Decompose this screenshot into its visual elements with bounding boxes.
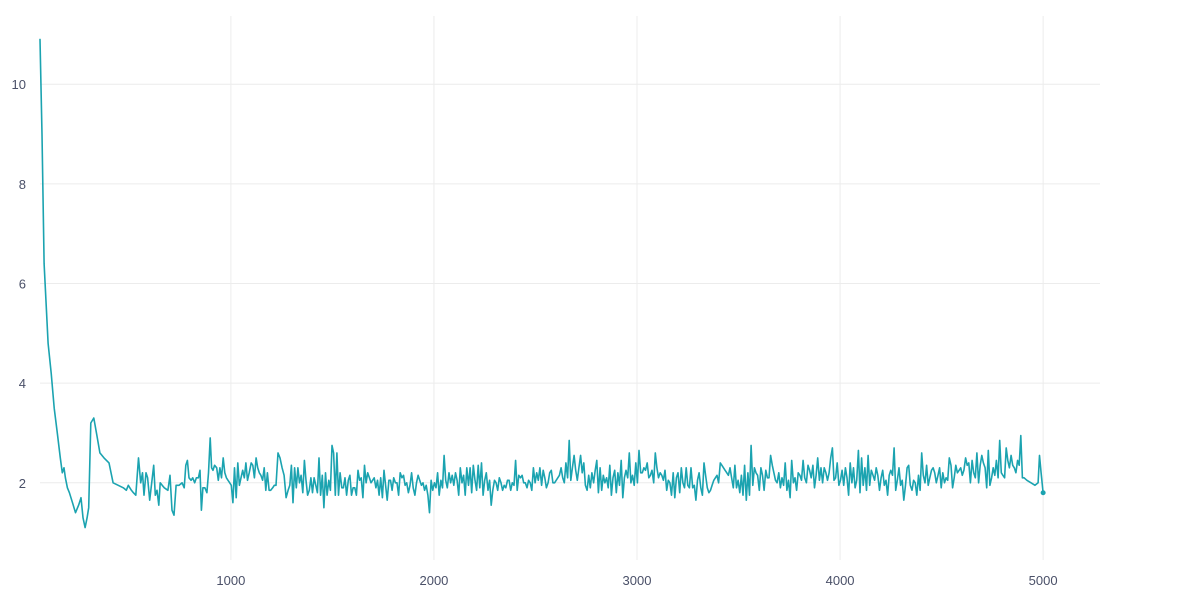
series-end-point [1040, 490, 1046, 496]
y-tick-label: 4 [19, 376, 26, 391]
x-tick-label: 4000 [826, 573, 855, 588]
y-tick-label: 8 [19, 177, 26, 192]
x-tick-label: 1000 [216, 573, 245, 588]
x-tick-label: 2000 [419, 573, 448, 588]
x-tick-label: 5000 [1029, 573, 1058, 588]
series-line [39, 38, 1044, 529]
series-layer [39, 38, 1046, 529]
y-tick-label: 2 [19, 476, 26, 491]
axis-tick-labels: 1000 2000 3000 4000 5000 2 4 6 8 10 [12, 77, 1058, 588]
y-tick-label: 6 [19, 277, 26, 292]
grid-lines [40, 16, 1100, 560]
x-tick-label: 3000 [623, 573, 652, 588]
y-tick-label: 10 [12, 77, 26, 92]
